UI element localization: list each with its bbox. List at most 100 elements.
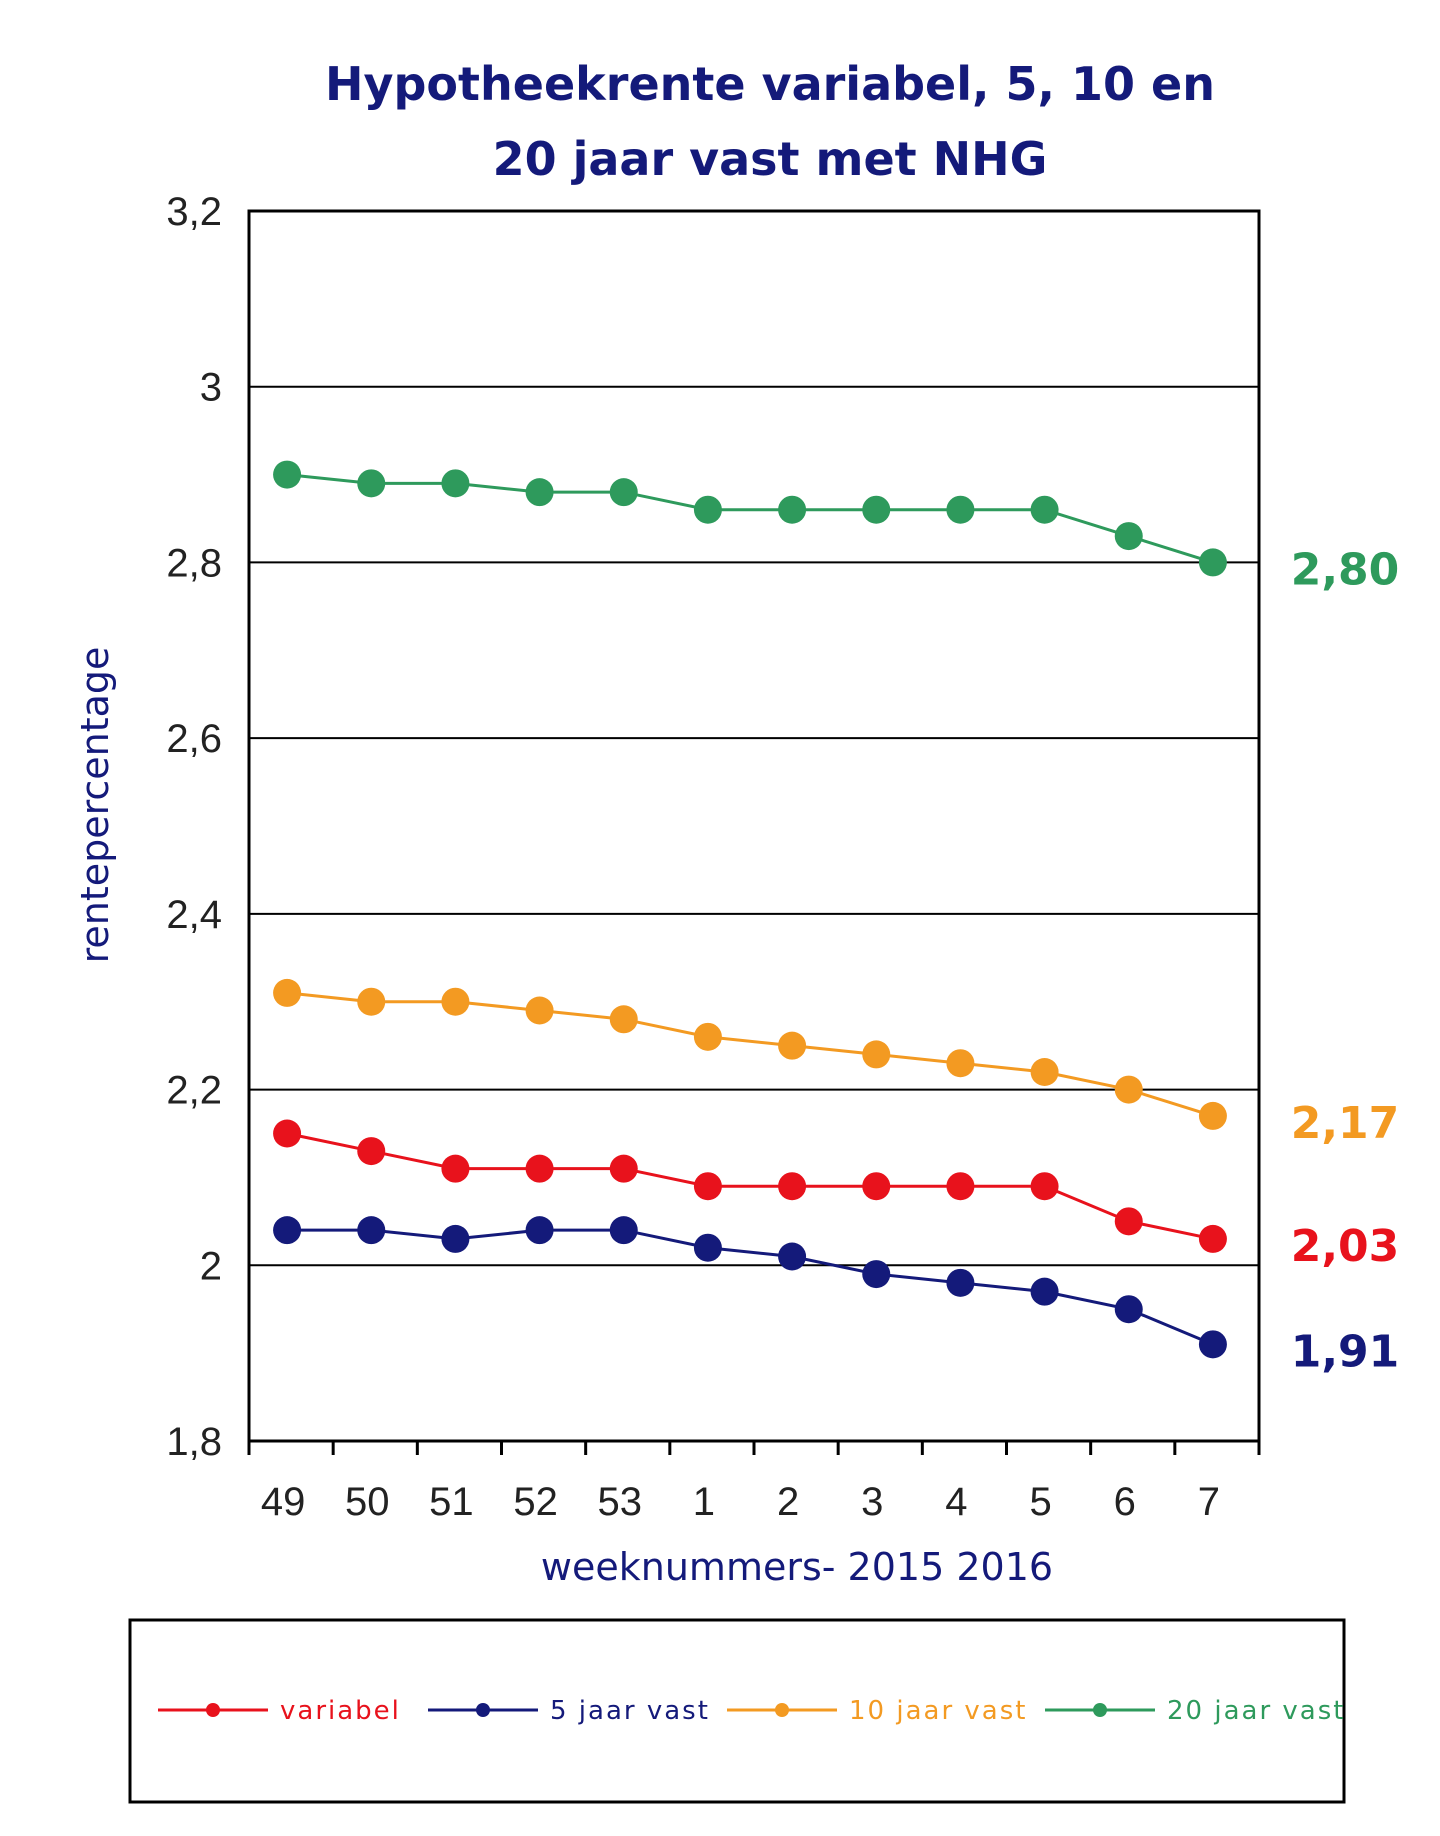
data-point <box>862 495 891 524</box>
y-tick-label: 3 <box>200 366 222 410</box>
data-point <box>1114 1207 1143 1236</box>
plot-area-border <box>247 209 1261 1443</box>
data-point <box>1198 1101 1227 1130</box>
end-value-label: 2,03 <box>1291 1221 1400 1272</box>
data-point <box>946 495 975 524</box>
data-point <box>273 1119 302 1148</box>
series-variabel <box>273 1119 1227 1253</box>
data-point <box>273 460 302 489</box>
series-line <box>286 1132 1214 1241</box>
data-point <box>862 1260 891 1289</box>
data-point <box>1198 548 1227 577</box>
x-tick-label: 4 <box>945 1480 967 1524</box>
data-point <box>946 1172 975 1201</box>
data-point <box>778 495 807 524</box>
chart-title-line-2: 20 jaar vast met NHG <box>493 132 1048 186</box>
data-point <box>946 1268 975 1297</box>
data-point <box>609 1216 638 1245</box>
data-point <box>693 1172 722 1201</box>
series-line <box>287 1228 1214 1346</box>
data-point <box>525 996 554 1025</box>
data-point <box>525 1216 554 1245</box>
legend-item: variabel <box>158 1696 401 1726</box>
legend-label: variabel <box>280 1696 401 1726</box>
data-point <box>357 987 386 1016</box>
end-value-label: 2,17 <box>1291 1098 1400 1149</box>
series-layer <box>273 460 1227 1359</box>
x-tick-label: 7 <box>1198 1480 1220 1524</box>
x-tick-label: 50 <box>345 1480 390 1524</box>
data-point <box>525 478 554 507</box>
legend-marker <box>775 1703 789 1717</box>
legend-marker <box>1093 1703 1107 1717</box>
x-tick-label: 52 <box>513 1480 558 1524</box>
data-point <box>525 1154 554 1183</box>
y-tick-label: 2,4 <box>166 893 222 937</box>
data-point <box>609 1005 638 1034</box>
data-point <box>1030 1277 1059 1306</box>
series-20-jaar-vast <box>273 460 1227 577</box>
end-value-label: 2,80 <box>1291 544 1400 595</box>
data-point <box>441 1154 470 1183</box>
y-axis-label: rentepercentage <box>73 647 117 964</box>
legend-marker <box>476 1703 490 1717</box>
series-5-jaar-vast <box>273 1216 1227 1359</box>
data-point <box>1030 495 1059 524</box>
data-point <box>441 987 470 1016</box>
x-tick-label: 53 <box>598 1480 643 1524</box>
y-tick-label: 2 <box>200 1244 222 1288</box>
data-point <box>946 1049 975 1078</box>
data-point <box>1198 1330 1227 1359</box>
end-labels: 2,03 1,91 2,17 2,80 <box>1291 544 1400 1377</box>
legend-label: 5 jaar vast <box>550 1696 710 1726</box>
y-tick-label: 1,8 <box>166 1420 222 1464</box>
chart-title-line-1: Hypotheekrente variabel, 5, 10 en <box>325 57 1215 111</box>
x-tick-labels: 49 50 51 52 53 1 2 3 4 5 6 7 <box>247 1441 1261 1524</box>
data-point <box>609 1154 638 1183</box>
x-tick-label: 6 <box>1114 1480 1136 1524</box>
end-value-label: 1,91 <box>1291 1326 1400 1377</box>
data-point <box>693 495 722 524</box>
y-tick-label: 2,6 <box>166 717 222 761</box>
series-line <box>286 991 1214 1118</box>
data-point <box>778 1031 807 1060</box>
x-tick-label: 3 <box>861 1480 883 1524</box>
data-point <box>441 469 470 498</box>
data-point <box>357 1216 386 1245</box>
x-tick-label: 49 <box>261 1480 306 1524</box>
data-point <box>693 1233 722 1262</box>
data-point <box>693 1022 722 1051</box>
data-point <box>357 469 386 498</box>
data-point <box>1114 522 1143 551</box>
y-tick-label: 3,2 <box>166 190 222 234</box>
data-point <box>1114 1075 1143 1104</box>
x-axis-label: weeknummers- 2015 2016 <box>541 1545 1053 1589</box>
grid-layer <box>249 210 1259 1442</box>
plot-frame <box>247 209 1261 1443</box>
y-tick-label: 2,8 <box>166 541 222 585</box>
data-point <box>609 478 638 507</box>
data-point <box>273 978 302 1007</box>
data-point <box>778 1172 807 1201</box>
data-point <box>357 1137 386 1166</box>
legend: variabel 5 jaar vast 10 jaar vast 20 jaar v… <box>158 1696 1345 1726</box>
y-tick-label: 2,2 <box>166 1069 222 1113</box>
legend-item: 5 jaar vast <box>428 1696 710 1726</box>
data-point <box>862 1040 891 1069</box>
x-tick-label: 1 <box>693 1480 715 1524</box>
legend-label: 20 jaar vast <box>1167 1696 1345 1726</box>
data-point <box>862 1172 891 1201</box>
series-line <box>286 473 1214 564</box>
data-point <box>1030 1058 1059 1086</box>
data-point <box>441 1224 470 1253</box>
data-point <box>1198 1224 1227 1253</box>
legend-item: 10 jaar vast <box>727 1696 1027 1726</box>
series-10-jaar-vast <box>273 978 1227 1130</box>
legend-item: 20 jaar vast <box>1045 1696 1345 1726</box>
data-point <box>1114 1295 1143 1324</box>
data-point <box>778 1242 807 1271</box>
x-tick-label: 2 <box>777 1480 799 1524</box>
legend-label: 10 jaar vast <box>849 1696 1027 1726</box>
data-point <box>273 1216 302 1245</box>
